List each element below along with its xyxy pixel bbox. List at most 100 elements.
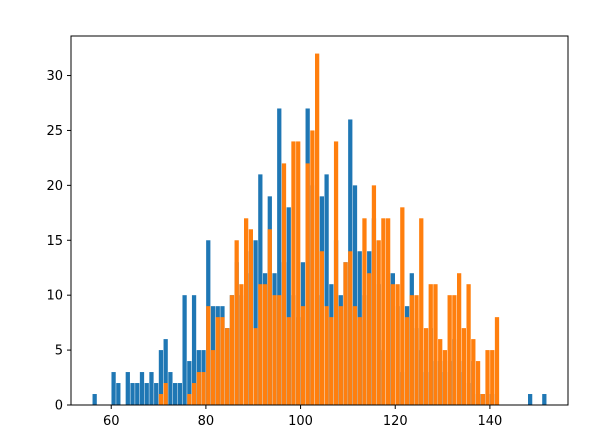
bar-series-1-2 — [116, 383, 121, 405]
x-tick-label: 80 — [198, 414, 215, 429]
bar-series-2-37 — [352, 306, 358, 405]
bar-series-1-10 — [158, 350, 164, 405]
bar-series-1-14 — [177, 383, 182, 405]
bar-series-2-9 — [220, 317, 225, 405]
y-tick-label: 25 — [46, 124, 63, 139]
bar-series-1-9 — [154, 383, 159, 405]
bar-series-2-31 — [324, 306, 329, 405]
bar-series-2-15 — [248, 229, 253, 405]
bar-series-2-17 — [258, 284, 263, 405]
bar-series-2-50 — [414, 295, 419, 405]
y-tick-label: 5 — [55, 344, 63, 359]
bar-series-2-13 — [239, 284, 244, 405]
bar-series-1-13 — [173, 383, 178, 405]
bar-series-2-25 — [296, 141, 301, 405]
bar-series-2-56 — [442, 350, 448, 405]
bar-series-2-63 — [475, 361, 481, 405]
bar-series-2-10 — [225, 328, 230, 405]
bar-series-2-53 — [428, 284, 433, 405]
bar-series-2-35 — [343, 262, 348, 405]
bar-series-1-6 — [139, 372, 145, 405]
bar-series-2-5 — [201, 372, 206, 405]
bar-series-2-27 — [305, 163, 310, 405]
x-tick-label: 120 — [383, 414, 408, 429]
bar-series-2-52 — [423, 328, 429, 405]
bar-series-2-4 — [196, 372, 201, 405]
bar-series-1-81 — [528, 394, 533, 405]
bar-series-2-39 — [362, 218, 367, 405]
y-tick-label: 10 — [46, 289, 63, 304]
bar-series-2-55 — [438, 339, 443, 405]
bar-series-2-22 — [281, 163, 287, 405]
bar-series-2-7 — [210, 350, 216, 405]
bar-series-2-18 — [262, 284, 268, 405]
bar-series-2-44 — [386, 218, 391, 405]
bar-series-2-1 — [163, 383, 168, 405]
bar-series-2-12 — [234, 240, 239, 405]
bar-series-1-11 — [163, 339, 168, 405]
bar-series-2-49 — [409, 295, 414, 405]
bar-series-1-35 — [277, 108, 282, 405]
bar-series-2-32 — [329, 317, 334, 405]
bar-series-2-29 — [315, 53, 320, 405]
bar-series-1-1 — [111, 372, 116, 405]
bar-series-1-5 — [135, 383, 140, 405]
bar-series-1-16 — [187, 361, 192, 405]
bars-layer — [92, 53, 547, 406]
bar-series-2-26 — [300, 306, 306, 405]
ticks-layer: 60 80 100 120 140 0 5 10 15 20 25 30 — [46, 69, 502, 429]
bar-series-2-19 — [267, 229, 272, 405]
bar-series-2-24 — [291, 141, 296, 405]
bar-series-2-40 — [367, 273, 372, 405]
bar-series-2-11 — [229, 295, 235, 405]
bar-series-2-16 — [253, 328, 258, 405]
bar-series-2-61 — [466, 284, 471, 405]
bar-series-1-17 — [191, 295, 197, 405]
y-tick-label: 20 — [46, 179, 63, 194]
bar-series-2-62 — [471, 339, 476, 405]
bar-series-1-37 — [286, 207, 291, 405]
bar-series-2-36 — [348, 251, 353, 405]
bar-series-1-45 — [324, 174, 329, 405]
bar-series-2-34 — [338, 306, 343, 405]
bar-series-2-59 — [457, 273, 462, 405]
bar-series-2-46 — [395, 284, 400, 405]
bar-series-2-54 — [433, 284, 438, 405]
x-tick-label: 140 — [477, 414, 502, 429]
bar-series-2-28 — [310, 130, 315, 406]
bar-series-2-23 — [286, 317, 291, 405]
bar-series-1-7 — [144, 383, 149, 405]
bar-series-2-66 — [490, 350, 495, 405]
y-tick-label: 30 — [46, 69, 63, 84]
bar-series-2-45 — [390, 284, 395, 405]
bar-series-2-43 — [381, 218, 386, 405]
bar-series-2-64 — [480, 394, 485, 405]
bar-series-2-47 — [400, 207, 405, 405]
y-tick-label: 0 — [55, 399, 63, 414]
bar-series-2-30 — [319, 251, 324, 405]
bar-series-2-6 — [206, 306, 211, 405]
bar-series-2-33 — [333, 141, 339, 405]
bar-series-2-51 — [419, 218, 424, 405]
bar-series-2-38 — [357, 317, 362, 405]
bar-series-2-48 — [404, 317, 410, 405]
bar-series-2-60 — [461, 328, 466, 405]
bar-series-1-30 — [253, 240, 258, 405]
x-tick-label: 100 — [288, 414, 313, 429]
bar-series-2-8 — [215, 317, 220, 405]
bar-series-2-2 — [187, 394, 192, 405]
bar-series-1-4 — [130, 383, 135, 405]
bar-series-1-3 — [125, 372, 130, 405]
bar-series-1-15 — [182, 295, 187, 405]
bar-series-2-0 — [158, 394, 164, 405]
axes-frame — [70, 35, 569, 406]
bar-series-2-42 — [376, 240, 381, 405]
bar-series-2-3 — [191, 383, 197, 405]
bar-series-2-65 — [485, 350, 490, 405]
bar-series-1-12 — [168, 372, 173, 405]
bar-series-2-14 — [244, 218, 249, 405]
bar-series-2-58 — [452, 295, 457, 405]
bar-series-2-57 — [447, 295, 452, 405]
bar-series-2-41 — [371, 185, 377, 405]
